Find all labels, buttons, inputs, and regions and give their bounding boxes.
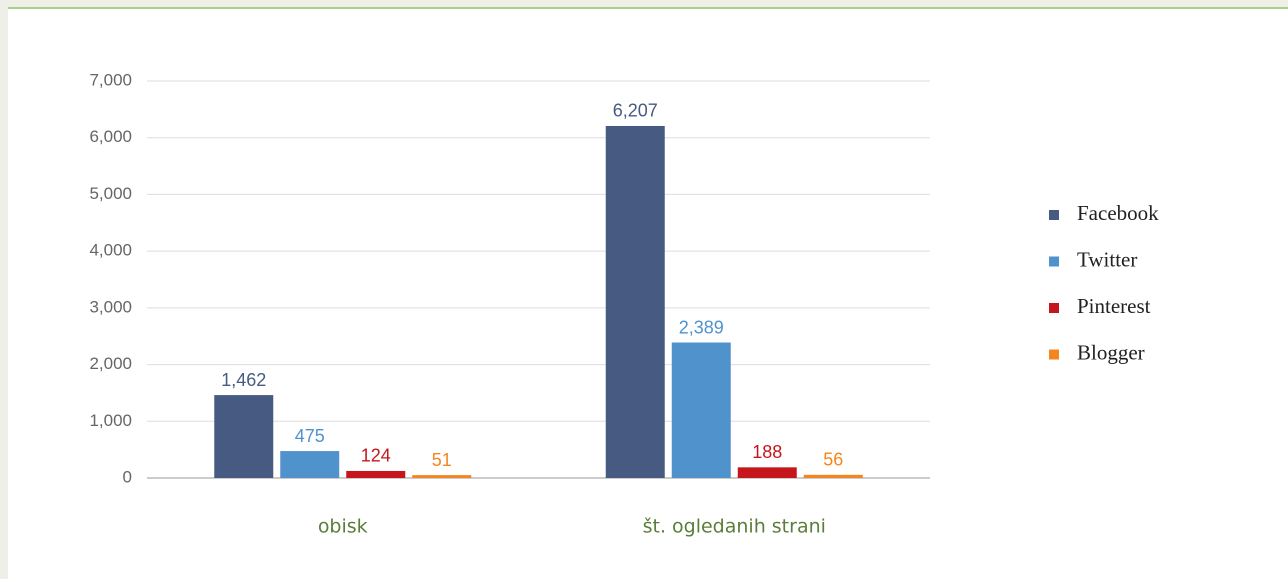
bar (346, 470, 406, 478)
legend-swatch (1049, 256, 1059, 267)
y-tick-label: 7,000 (89, 70, 132, 89)
bar (214, 395, 274, 478)
legend-swatch (1049, 210, 1059, 220)
y-tick-label: 3,000 (89, 297, 132, 316)
value-label: 56 (823, 450, 843, 470)
y-tick-label: 1,000 (89, 411, 132, 430)
y-tick-label: 5,000 (89, 184, 132, 203)
value-label: 51 (432, 450, 452, 470)
bar (803, 474, 863, 478)
bar (280, 451, 340, 478)
y-tick-label: 2,000 (89, 354, 132, 373)
legend-label: Twitter (1077, 247, 1137, 271)
value-label: 475 (295, 426, 325, 446)
y-tick-label: 4,000 (89, 241, 132, 260)
legend-swatch (1049, 303, 1059, 313)
bar (605, 125, 665, 478)
value-label: 124 (361, 446, 391, 466)
legend-label: Pinterest (1077, 294, 1151, 318)
value-label: 1,462 (221, 370, 266, 390)
bar (737, 467, 797, 478)
legend-swatch (1049, 349, 1059, 360)
bar (412, 475, 472, 478)
x-tick-label: obisk (318, 516, 368, 538)
legend-label: Blogger (1077, 340, 1145, 364)
x-tick-label: št. ogledanih strani (643, 516, 826, 538)
bar (671, 342, 731, 478)
y-tick-label: 6,000 (89, 127, 132, 146)
value-label: 2,389 (679, 317, 724, 337)
value-label: 188 (752, 442, 782, 462)
legend-label: Facebook (1077, 201, 1159, 225)
value-label: 6,207 (613, 101, 658, 121)
y-tick-label: 0 (123, 467, 132, 486)
